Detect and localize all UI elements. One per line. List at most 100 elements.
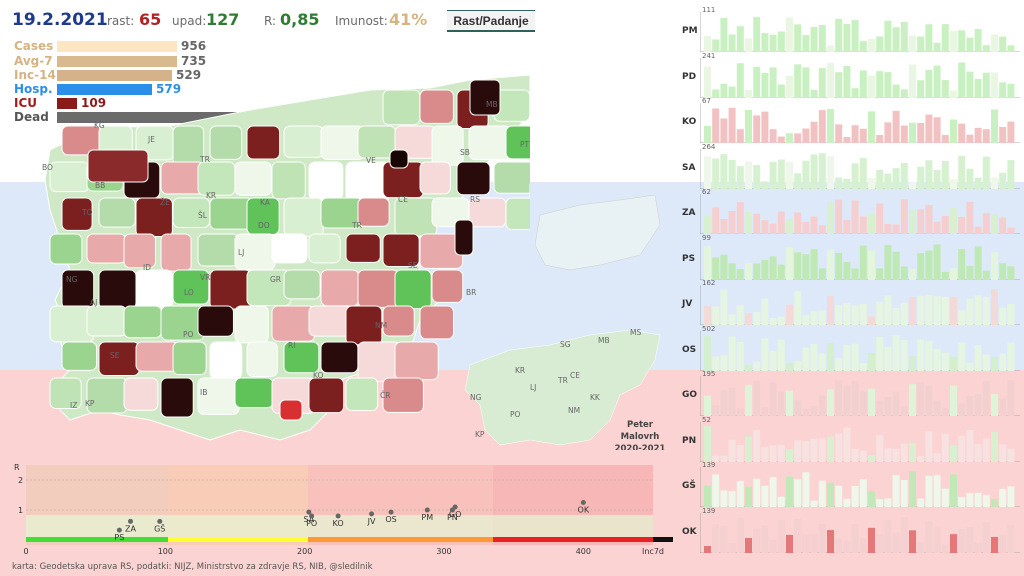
- sparkline-bar: [941, 160, 949, 189]
- sparkline-bar: [818, 225, 826, 234]
- sparkline-bar: [892, 308, 900, 325]
- sparkline-bar: [712, 454, 720, 462]
- sparkline-bar: [1007, 303, 1015, 325]
- sparkline-bar: [917, 79, 925, 98]
- indicator-label-cases: Cases: [14, 39, 54, 53]
- sparkline-bar: [950, 119, 957, 143]
- map-label: VE: [366, 156, 376, 165]
- immunity-label: Imunost:: [335, 14, 388, 28]
- sparkline-bar: [777, 264, 785, 280]
- sparkline-bar: [991, 251, 998, 280]
- municipality-patch: [283, 197, 324, 237]
- sparkline-bar: [892, 251, 900, 280]
- map-label: TO: [81, 208, 93, 217]
- sparkline-bar: [974, 394, 982, 416]
- sparkline-bar: [728, 159, 736, 189]
- sparkline-bar: [958, 497, 966, 507]
- sparkline-bar: [753, 429, 761, 462]
- sparkline-region-label: GŠ: [682, 481, 696, 491]
- sparkline-bar: [786, 362, 793, 371]
- sparkline-bar: [884, 20, 892, 52]
- mini-map-label: MS: [630, 328, 641, 337]
- sparkline-bar: [917, 252, 925, 280]
- sparkline-bar: [761, 337, 769, 371]
- sparkline-pn: [700, 421, 1020, 462]
- sparkline-bar: [851, 200, 859, 234]
- sparkline-bar: [786, 246, 793, 280]
- sparkline-bar: [712, 207, 720, 234]
- sparkline-bar: [859, 216, 867, 234]
- municipality-patch: [505, 197, 530, 231]
- map-label: KR: [206, 191, 216, 200]
- growth-decline-toggle-button[interactable]: Rast/Padanje: [447, 10, 535, 32]
- sparkline-bar: [818, 267, 826, 280]
- municipality-patch: [135, 269, 173, 311]
- sparkline-bar: [745, 537, 752, 553]
- sparkline-bar: [941, 352, 949, 371]
- sparkline-bar: [958, 248, 966, 280]
- sparkline-bar: [704, 66, 711, 98]
- sparkline-bar: [1007, 227, 1015, 234]
- sparkline-bar: [761, 72, 769, 98]
- sparkline-bar: [941, 296, 949, 325]
- sparkline-bar: [777, 84, 785, 98]
- sparkline-bar: [991, 176, 998, 189]
- sparkline-bar: [859, 391, 867, 416]
- sparkline-bar: [736, 407, 744, 416]
- sparkline-max-label: 62: [702, 188, 711, 196]
- sparkline-bar: [974, 542, 982, 553]
- sparkline-bar: [909, 296, 916, 325]
- sparkline-bar: [827, 342, 834, 371]
- sparkline-bar: [777, 316, 785, 325]
- sparkline-bar: [991, 394, 998, 416]
- scatter-point: [369, 511, 375, 517]
- sparkline-bar: [818, 395, 826, 416]
- sparkline-max-label: 195: [702, 370, 716, 378]
- mini-map-label: CE: [570, 371, 580, 380]
- indicator-bar: [57, 41, 177, 52]
- decline-label: upad:: [172, 14, 207, 28]
- sparkline-bar: [991, 499, 998, 507]
- sparkline-bar: [802, 533, 810, 553]
- scatter-point-label: JV: [367, 517, 376, 526]
- sparkline-bar: [966, 362, 974, 371]
- sparkline-bar: [868, 388, 875, 416]
- sparkline-bar: [794, 133, 802, 143]
- sparkline-bar: [794, 172, 802, 189]
- map-label: TR: [351, 221, 362, 230]
- sparkline-bar: [974, 245, 982, 280]
- sparkline-bar: [818, 67, 826, 98]
- sparkline-region-label: OK: [682, 526, 697, 537]
- sparkline-bar: [991, 72, 998, 98]
- sparkline-bar: [712, 39, 720, 52]
- sparkline-bar: [933, 400, 941, 416]
- sparkline-max-label: 241: [702, 51, 716, 60]
- sparkline-pm: [700, 12, 1020, 52]
- axis-black: [653, 537, 673, 542]
- sparkline-bar: [933, 42, 941, 52]
- sparkline-bar: [835, 177, 843, 189]
- x-tick-label: 100: [158, 547, 173, 556]
- municipality-patch: [382, 89, 421, 126]
- sparkline-bar: [966, 265, 974, 280]
- sparkline-bar: [851, 268, 859, 280]
- sparkline-bar: [966, 492, 974, 507]
- map-label: MB: [486, 100, 498, 109]
- sparkline-bar: [835, 124, 843, 143]
- indicator-value: 109: [81, 96, 107, 110]
- sparkline-bar: [859, 450, 867, 462]
- indicator-label-inc14: Inc-14: [14, 68, 56, 82]
- sparkline-bar: [810, 343, 818, 371]
- sparkline-bar: [958, 310, 966, 325]
- sparkline-bar: [794, 360, 802, 371]
- sparkline-bar: [736, 480, 744, 507]
- sparkline-bar: [835, 305, 843, 325]
- sparkline-bar: [753, 17, 761, 52]
- sparkline-bar: [917, 338, 925, 371]
- mini-map-label: KK: [590, 393, 601, 402]
- sparkline-bar: [736, 202, 744, 234]
- sparkline-bar: [974, 127, 982, 143]
- sparkline-bar: [917, 295, 925, 325]
- sparkline-bar: [941, 544, 949, 553]
- sparkline-bar: [909, 64, 916, 98]
